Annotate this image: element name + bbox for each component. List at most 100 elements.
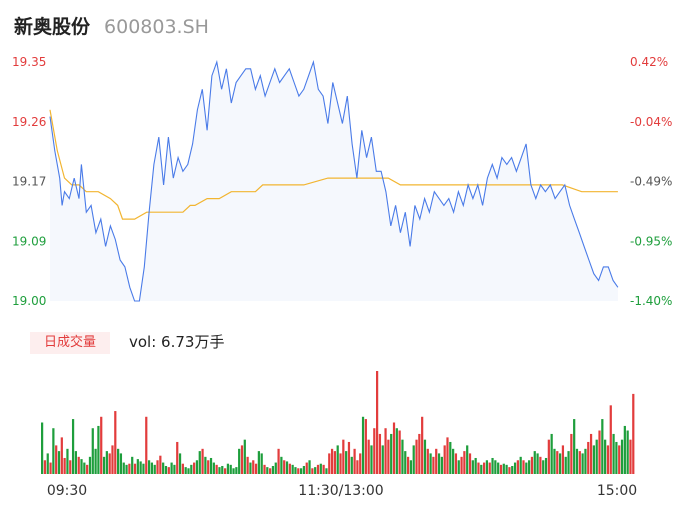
volume-bar [378,433,382,474]
volume-bar [136,459,139,474]
volume-bar [505,464,508,474]
volume-bar [336,445,339,474]
volume-bar [392,422,396,474]
y-tick-label-left: 19.17 [12,175,46,189]
volume-bar [63,457,66,474]
volume-bar [429,453,432,474]
volume-bar [581,453,584,474]
volume-bar [316,464,320,474]
volume-bar [164,465,168,474]
volume-bar [511,465,514,474]
volume-bar [159,455,162,474]
volume-bar [356,460,359,474]
volume-bar [615,441,618,474]
volume-bar [173,464,176,474]
volume-bar [345,451,348,474]
volume-bar [139,461,142,474]
y-tick-label-left: 19.35 [12,55,46,69]
volume-bar [601,419,604,474]
volume-bar [308,460,311,474]
volume-bar [291,464,294,474]
y-tick-label-right: -0.49% [630,175,672,189]
volume-tag[interactable]: 日成交量 [30,332,110,354]
volume-bar [443,445,446,474]
volume-bar [390,433,393,474]
volume-bar [626,430,629,474]
volume-bar [339,453,342,474]
volume-bar [114,411,117,474]
volume-bar [598,430,601,474]
volume-bar [274,462,277,474]
volume-bar [232,468,235,474]
volume-bar [620,439,624,474]
volume-bar [111,445,114,474]
volume-bar [238,448,241,474]
volume-bar [209,457,213,474]
volume-bar [547,439,550,474]
volume-bar [102,456,106,474]
volume-bar [184,467,187,474]
volume-bar [373,428,376,474]
volume-bar [426,448,429,474]
volume-bar [578,451,581,474]
volume-bar [404,451,407,474]
volume-bar [370,445,373,474]
volume-bar [190,464,193,474]
volume-bar [618,445,621,474]
volume-bar [170,462,173,474]
volume-bar [55,445,58,474]
volume-bar [595,439,598,474]
volume-bar [415,439,418,474]
volume-bar [452,448,455,474]
volume-bar [77,456,80,474]
stock-name: 新奥股份 [14,16,91,38]
volume-bar [468,453,472,474]
volume-bar [147,460,151,474]
volume-bar [125,464,128,474]
volume-bar [83,462,86,474]
volume-bar [542,460,545,474]
volume-bar [508,467,511,474]
volume-bar [66,448,69,474]
volume-bar [300,468,303,474]
volume-bar [457,460,460,474]
volume-bar [257,451,260,474]
average-line [49,109,618,220]
volume-bar [528,460,531,474]
volume-bar [201,448,204,474]
volume-bar [69,460,72,474]
volume-readout: vol: 6.73万手 [129,333,225,351]
volume-bar [128,463,131,474]
volume-bar [412,445,415,474]
volume-bar [167,467,170,474]
volume-bar [269,468,272,474]
volume-bar [153,464,156,474]
volume-bar [522,460,525,474]
volume-bar [226,463,230,474]
volume-bar [536,453,539,474]
volume-bar [142,463,145,474]
y-tick-label-right: -0.04% [630,115,672,129]
volume-bar [322,464,325,474]
volume-bar [119,453,123,474]
volume-bar [609,405,612,474]
volume-bar [612,433,615,474]
x-tick-label: 15:00 [597,483,637,499]
volume-bar [218,467,221,474]
volume-bar [497,462,500,474]
volume-bar [193,462,196,474]
volume-bar [561,445,565,474]
volume-bar [491,457,494,474]
y-tick-label-right: -0.95% [630,234,672,248]
volume-bar [539,456,542,474]
volume-bar [384,428,387,474]
volume-bar [353,448,356,474]
volume-bar [440,456,443,474]
volume-bar [558,453,562,474]
volume-bar [254,463,258,474]
volume-bar [297,468,300,474]
volume-bar [198,451,201,474]
volume-bar [342,439,345,474]
volume-bar [260,453,263,474]
